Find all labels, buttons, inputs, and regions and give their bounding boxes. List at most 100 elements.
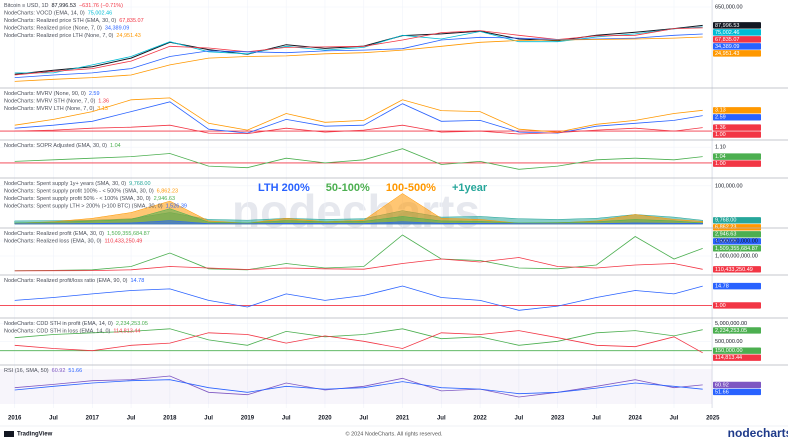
pane xyxy=(0,6,712,82)
legend-value: 2,946.63 xyxy=(154,196,175,202)
price-label-bg xyxy=(713,124,761,131)
legend-entry: RSI (16, SMA, 50) 60.92 51.66 xyxy=(4,368,82,374)
legend-name: NodeCharts: Realized profit/loss ratio (… xyxy=(4,278,128,284)
area xyxy=(14,220,703,225)
legend-name: NodeCharts: VOCD (EMA, 14, 0) xyxy=(4,11,85,17)
price-label-bg xyxy=(713,381,761,389)
x-tick-label: Jul xyxy=(282,416,291,422)
legend-value: 75,002.46 xyxy=(88,11,112,17)
legend-value: 2,234,253.05 xyxy=(116,321,148,327)
legend-entry: NodeCharts: VOCD (EMA, 14, 0) 75,002.46 xyxy=(4,11,112,17)
legend-name: NodeCharts: MVRV LTH (None, 7, 0) xyxy=(4,106,94,112)
legend-entry: NodeCharts: Realized price (None, 7, 0) 3… xyxy=(4,26,129,32)
legend-entry: NodeCharts: MVRV LTH (None, 7, 0) 3.13 xyxy=(4,106,108,112)
x-tick-label: Jul xyxy=(204,416,213,422)
y-tick-label: 500,000.00 xyxy=(715,339,743,345)
price-label: 2,234,253.05 xyxy=(715,328,747,334)
line xyxy=(14,148,703,170)
price-label: 9,768.00 xyxy=(715,218,736,224)
price-label: 60.92 xyxy=(715,382,729,388)
line xyxy=(14,330,703,354)
y-tick-label: 650,000.00 xyxy=(715,4,743,10)
x-tick-label: 2024 xyxy=(629,416,643,422)
x-tick-label: Jul xyxy=(359,416,368,422)
line xyxy=(14,285,703,311)
legend-entry: NodeCharts: Realized loss (EMA, 30, 0) 11… xyxy=(4,239,142,245)
y-tick-label: 100,000.00 xyxy=(715,183,743,189)
price-label: 1.04 xyxy=(715,154,726,160)
price-label: 1,509,355,684.87 xyxy=(715,246,758,252)
price-label-bg xyxy=(713,327,761,334)
price-label-bg xyxy=(713,22,761,29)
price-label: 114,813.44 xyxy=(715,355,742,361)
price-label: 1,526.39 xyxy=(715,239,736,245)
y-tick-label: 1,000,000,000.00 xyxy=(715,253,758,259)
pane xyxy=(0,234,712,272)
legend-name: NodeCharts: Realized price LTH (None, 7,… xyxy=(4,33,114,39)
x-tick-label: Jul xyxy=(670,416,679,422)
price-label: 87,996.53 xyxy=(715,23,739,29)
legend-entry: NodeCharts: Spent supply profit 100% - <… xyxy=(4,189,178,195)
footer-brand: TradingView xyxy=(17,432,53,438)
legend-value: 1.36 xyxy=(98,99,109,105)
price-label-bg xyxy=(713,153,761,160)
legend-value: 87,996.53 xyxy=(51,3,75,9)
price-label-bg xyxy=(713,36,761,43)
pane-heading: LTH 200% xyxy=(258,182,310,194)
x-tick-label: Jul xyxy=(49,416,58,422)
legend-name: NodeCharts: MVRV (None, 90, 0) xyxy=(4,91,86,97)
line xyxy=(14,33,703,78)
pane-heading: 50-100% xyxy=(326,182,370,194)
y-tick-label: 5,000,000.00 xyxy=(715,321,747,327)
x-tick-label: Jul xyxy=(437,416,446,422)
legend-entry: NodeCharts: Realized price STH (EMA, 30,… xyxy=(4,18,144,24)
line xyxy=(14,375,703,398)
price-label: 150,000.00 xyxy=(715,348,743,354)
legend-change: −631.76 (−0.71%) xyxy=(79,3,123,9)
x-tick-label: 2016 xyxy=(8,416,22,422)
legend-entry: NodeCharts: Realized price LTH (None, 7,… xyxy=(4,33,141,39)
legend-entry: NodeCharts: Spent supply 1y+ years (SMA,… xyxy=(4,181,151,187)
x-tick-label: 2020 xyxy=(318,416,332,422)
legend-value: 6,862.23 xyxy=(157,189,178,195)
legend-entry: NodeCharts: Spent supply profit 50% - < … xyxy=(4,196,175,202)
legend-entry: NodeCharts: CDD STH in profit (EMA, 14, … xyxy=(4,321,148,327)
price-label-bg xyxy=(713,224,761,231)
price-label: 1.00 xyxy=(715,132,726,138)
legend-value: 3.13 xyxy=(97,106,108,112)
price-label-bg xyxy=(713,217,761,224)
legend-name: NodeCharts: CDD STH in profit (EMA, 14, … xyxy=(4,321,113,327)
legend-value: 1.04 xyxy=(110,143,121,149)
line xyxy=(14,27,703,76)
footer-logo: nodecharts xyxy=(728,426,788,440)
price-label: 1.36 xyxy=(715,125,726,131)
legend-name: NodeCharts: SOPR Adjusted (EMA, 30, 0) xyxy=(4,143,107,149)
price-label: 75,002.46 xyxy=(715,30,739,36)
legend-value: 51.66 xyxy=(68,368,82,374)
price-label: 110,433,250.49 xyxy=(715,267,753,273)
footer-copyright: © 2024 NodeCharts. All rights reserved. xyxy=(346,430,443,437)
price-label-bg xyxy=(713,43,761,50)
pane-heading: +1year xyxy=(452,182,488,194)
price-label: 1.00 xyxy=(715,161,726,167)
legend-value: 1,509,355,684.87 xyxy=(107,231,150,237)
line xyxy=(14,379,703,395)
x-tick-label: Jul xyxy=(592,416,601,422)
pane xyxy=(0,97,712,135)
price-label: 14.78 xyxy=(715,284,729,290)
price-label: 2,946.63 xyxy=(715,232,736,238)
price-label: 67,835.07 xyxy=(715,37,739,43)
legend-name: NodeCharts: Spent supply profit 50% - < … xyxy=(4,196,151,202)
legend-name: NodeCharts: Spent supply 1y+ years (SMA,… xyxy=(4,181,126,187)
pane-heading: 100-500% xyxy=(386,182,436,194)
legend-name: NodeCharts: Realized profit (EMA, 30, 0) xyxy=(4,231,104,237)
price-label-bg xyxy=(713,160,761,167)
legend-entry: NodeCharts: Spent supply LTH > 200% (>10… xyxy=(4,204,187,210)
x-tick-label: 2022 xyxy=(473,416,487,422)
price-label: 34,389.09 xyxy=(715,44,739,50)
legend-value: 9,768.00 xyxy=(129,181,150,187)
legend-name: NodeCharts: Realized price (None, 7, 0) xyxy=(4,26,102,32)
line xyxy=(14,36,703,82)
price-label: 24,951.43 xyxy=(715,51,739,57)
line xyxy=(14,26,703,74)
